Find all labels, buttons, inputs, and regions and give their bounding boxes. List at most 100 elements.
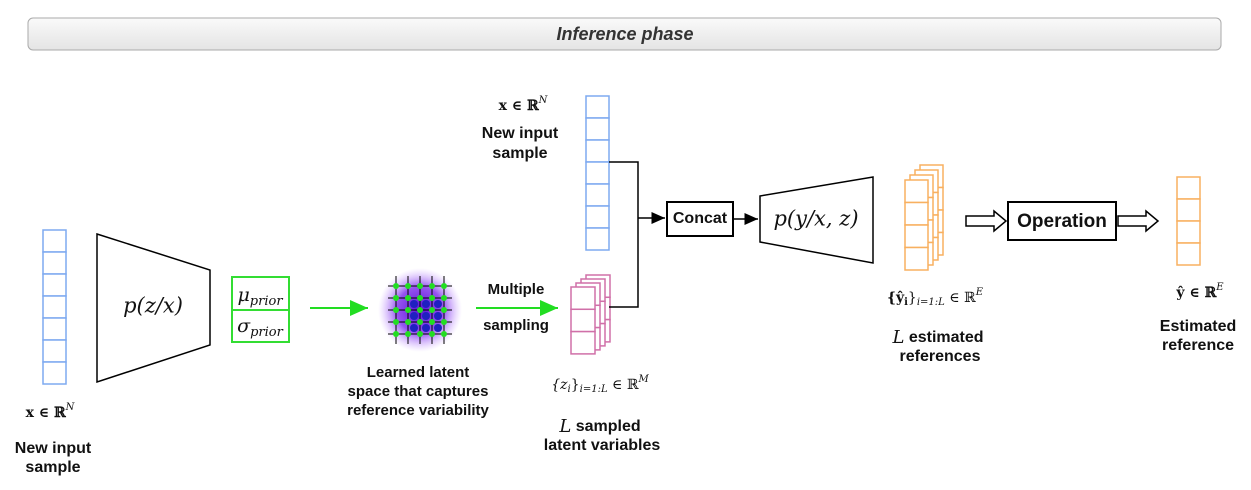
math-sup: E (1215, 282, 1224, 293)
vector-cell (1176, 242, 1201, 266)
latent-core (422, 300, 430, 308)
latent-point (441, 283, 447, 289)
var: L (558, 416, 571, 437)
input-label: New input (482, 125, 559, 142)
latent-point (429, 283, 435, 289)
vector-cell (42, 339, 67, 363)
shapes (42, 95, 1201, 385)
estimates-label: L estimated (891, 327, 983, 348)
prior-sigma: σprior (237, 315, 284, 340)
vector-cell (1176, 176, 1201, 200)
latent-point (417, 319, 423, 325)
operation-box (1007, 201, 1117, 241)
latent-core (410, 324, 418, 332)
m: i=1:L (580, 384, 608, 395)
output-label: Estimated (1160, 318, 1236, 335)
m: } (571, 377, 580, 393)
vector-cell (904, 224, 929, 249)
encoder (96, 232, 211, 384)
latent-core (410, 312, 418, 320)
vector-cell (585, 227, 610, 251)
input-label: New input (15, 440, 92, 457)
vector-cell (42, 295, 67, 319)
latent-point (405, 319, 411, 325)
math: x ∈ ℝ (26, 405, 67, 421)
latent-label: space that captures (348, 383, 489, 400)
latent-point (393, 319, 399, 325)
latent-core (422, 324, 430, 332)
math: x ∈ ℝ (499, 98, 540, 114)
vector-cell (585, 139, 610, 163)
latent-core (410, 300, 418, 308)
vector-cell (42, 317, 67, 341)
var: L (891, 327, 904, 348)
latent-point (429, 307, 435, 313)
mu: μ (237, 284, 249, 306)
input-math: x ∈ ℝN (26, 402, 76, 422)
vector-cell (1176, 220, 1201, 244)
hollow-arrow (1117, 209, 1160, 233)
vector-cell (585, 117, 610, 141)
vector-cell (42, 229, 67, 253)
sampling-label: sampling (483, 317, 549, 334)
latent-point (441, 331, 447, 337)
input-math: x ∈ ℝN (499, 95, 549, 115)
latent-point (405, 307, 411, 313)
latent-label: reference variability (347, 402, 489, 419)
m: E (975, 287, 984, 298)
header-box (27, 17, 1222, 51)
vector-cell (42, 273, 67, 297)
latent-point (417, 331, 423, 337)
vector-cell (570, 286, 596, 311)
m: {z (551, 377, 568, 393)
m: ∈ ℝ (608, 377, 639, 393)
hollow-arrow (965, 209, 1008, 233)
sampled-math: {zi}i=1:L ∈ ℝM (551, 374, 649, 395)
latent-grid (388, 276, 452, 344)
latent-point (429, 319, 435, 325)
decoder-label: p(y/x, z) (773, 207, 858, 231)
output-label: reference (1162, 337, 1234, 354)
latent-point (405, 295, 411, 301)
input-label: sample (25, 459, 80, 476)
sampling-label: Multiple (488, 281, 545, 298)
header-title: Inference phase (556, 24, 693, 44)
vector-cell (585, 161, 610, 185)
latent-point (429, 331, 435, 337)
latent-point (441, 319, 447, 325)
input-label: sample (492, 145, 547, 162)
latent-core (434, 312, 442, 320)
vector-cell (585, 95, 610, 119)
m: i=1:L (917, 297, 945, 308)
latent-point (441, 295, 447, 301)
m: i (568, 384, 571, 395)
latent-point (393, 295, 399, 301)
connector (609, 161, 639, 308)
m: M (638, 374, 650, 385)
latent-point (417, 283, 423, 289)
sigma: σ (237, 315, 251, 337)
math-sup: N (65, 402, 76, 413)
decoder (759, 176, 874, 264)
output-math: ŷ ∈ ℝE (1175, 282, 1224, 302)
m: ∈ ℝ (945, 290, 976, 306)
latent-point (393, 283, 399, 289)
vector-cell (1176, 198, 1201, 222)
sigma-sub: prior (250, 325, 284, 340)
vector-cell (904, 179, 929, 204)
m: } (908, 290, 917, 306)
concat-label: Concat (673, 210, 728, 227)
latent-core (434, 324, 442, 332)
mu-sub: prior (250, 294, 284, 309)
vector-cell (904, 201, 929, 226)
vector-cell (585, 183, 610, 207)
latent-core (434, 300, 442, 308)
m: {ŷ (887, 289, 905, 306)
math: ŷ ∈ ℝ (1175, 284, 1217, 301)
sampled-label: L sampled (558, 416, 640, 437)
latent-point (417, 295, 423, 301)
m: i (904, 297, 908, 308)
estimates-label: references (900, 348, 981, 365)
latent-point (441, 307, 447, 313)
